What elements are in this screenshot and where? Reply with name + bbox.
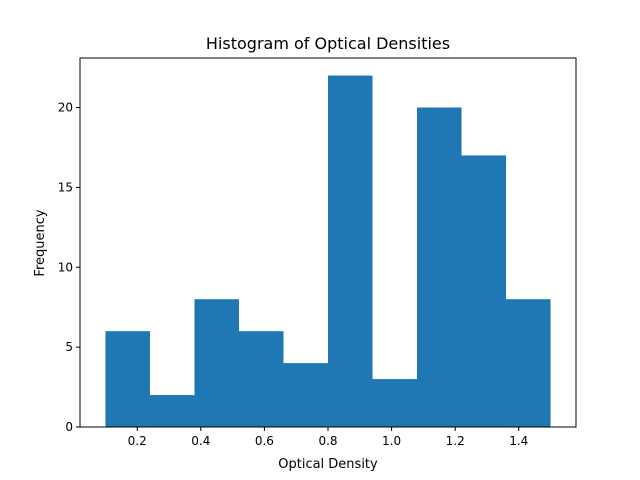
x-tick-label: 0.8: [318, 434, 337, 448]
x-tick-label: 1.2: [446, 434, 465, 448]
y-tick-label: 5: [65, 340, 73, 354]
y-axis-label: Frequency: [33, 209, 48, 276]
histogram-bar: [283, 363, 328, 427]
y-tick-label: 20: [58, 101, 73, 115]
histogram-bar: [372, 379, 418, 427]
histogram-bar: [238, 331, 284, 427]
x-axis-label: Optical Density: [278, 457, 378, 472]
x-tick-label: 0.6: [255, 434, 274, 448]
histogram-bar: [194, 299, 239, 427]
histogram-bar: [149, 395, 195, 427]
histogram-bar: [328, 75, 373, 428]
x-tick-label: 0.2: [128, 434, 147, 448]
histogram-bar: [461, 155, 507, 427]
y-tick-label: 0: [65, 420, 73, 434]
histogram-bar: [417, 107, 462, 428]
x-tick-label: 1.4: [509, 434, 528, 448]
y-tick-label: 10: [58, 260, 73, 274]
y-tick-label: 15: [58, 180, 73, 194]
histogram-bar: [506, 299, 551, 427]
x-axis-ticks: 0.2 0.4 0.6 0.8 1.0 1.2 1.4: [128, 427, 528, 448]
x-tick-label: 0.4: [191, 434, 210, 448]
histogram-bar: [105, 331, 150, 427]
bars-group: [105, 75, 551, 428]
x-tick-label: 1.0: [382, 434, 401, 448]
chart-title: Histogram of Optical Densities: [206, 34, 450, 53]
y-axis-ticks: 0 5 10 15 20: [58, 101, 80, 434]
